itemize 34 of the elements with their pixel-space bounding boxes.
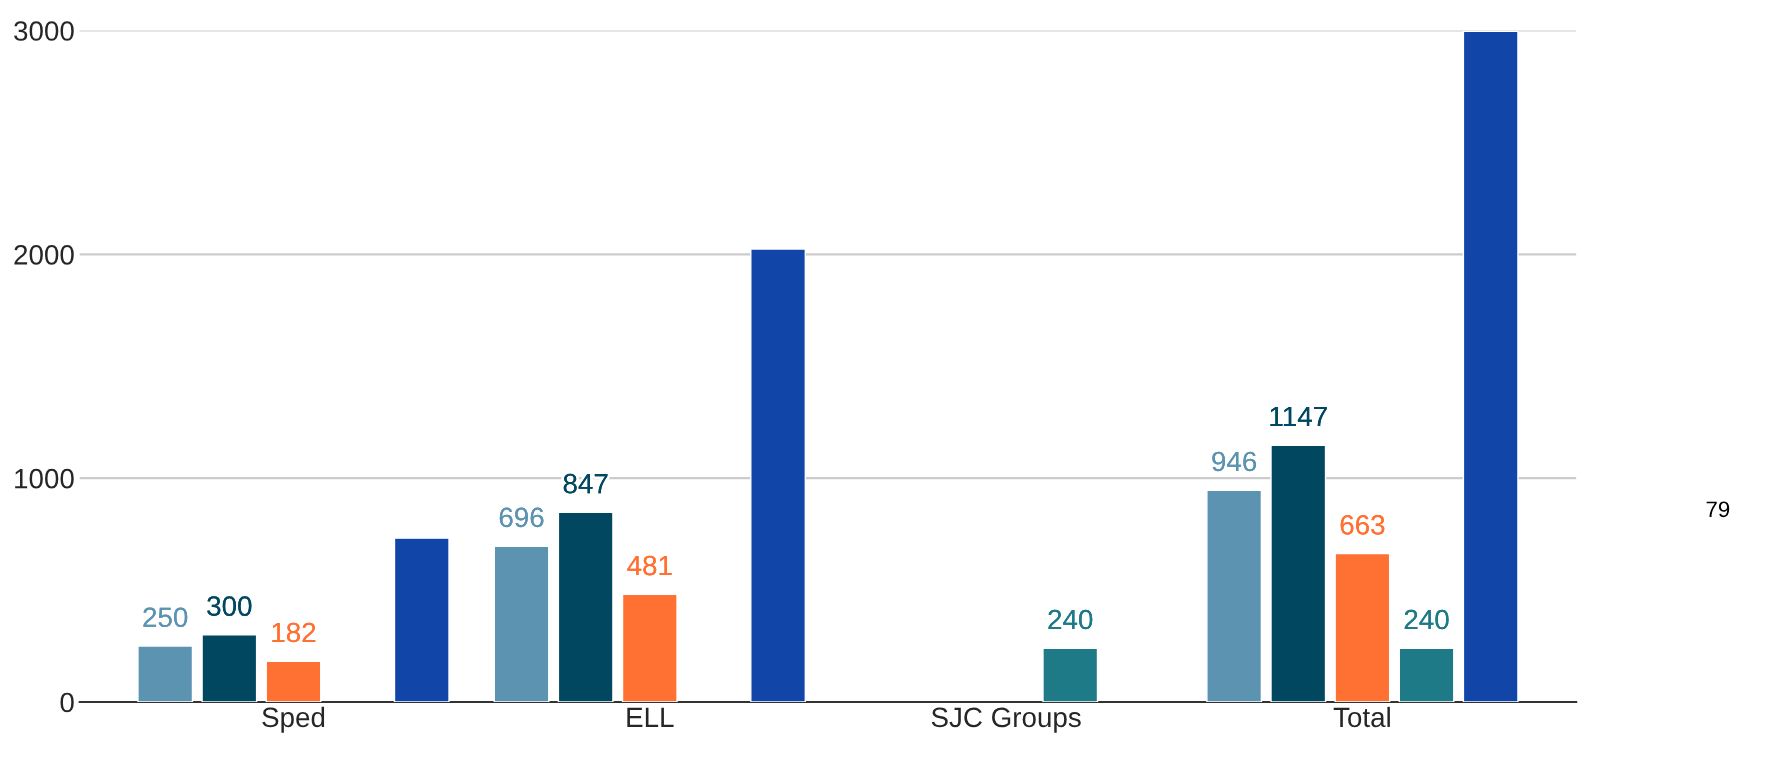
y-tick-label: 1000 bbox=[15, 468, 74, 489]
bar bbox=[1042, 647, 1099, 702]
bar bbox=[393, 537, 450, 702]
data-label: 696 bbox=[499, 507, 544, 528]
y-tick-label: 0 bbox=[60, 692, 74, 713]
data-label: 1147 bbox=[1270, 406, 1327, 427]
x-tick-label: ELL bbox=[627, 707, 674, 727]
y-tick-label: 2000 bbox=[14, 245, 74, 265]
data-label: 481 bbox=[627, 555, 672, 576]
x-tick-label: SJC Groups bbox=[931, 707, 1081, 733]
data-label: 946 bbox=[1212, 451, 1257, 472]
bar bbox=[1334, 552, 1391, 702]
bar bbox=[621, 593, 678, 702]
x-tick-label: Total bbox=[1333, 706, 1390, 728]
data-label: 182 bbox=[272, 622, 316, 643]
data-label: 847 bbox=[563, 473, 608, 494]
bar bbox=[493, 545, 550, 702]
text: 79 bbox=[1706, 501, 1730, 518]
bar bbox=[265, 660, 322, 702]
data-label: 240 bbox=[1404, 609, 1449, 630]
bar bbox=[1462, 30, 1519, 702]
data-label: 240 bbox=[1048, 609, 1093, 630]
bar bbox=[137, 645, 194, 702]
data-label: 250 bbox=[143, 607, 188, 628]
bar bbox=[557, 511, 614, 702]
x-tick-label: Sped bbox=[262, 706, 325, 733]
bar bbox=[1270, 444, 1327, 702]
data-label: 663 bbox=[1340, 514, 1385, 535]
bar bbox=[1206, 489, 1263, 702]
data-label: 300 bbox=[207, 596, 252, 616]
bar bbox=[750, 248, 807, 702]
bar bbox=[1398, 647, 1455, 702]
bar bbox=[201, 634, 258, 702]
y-tick-label: 3000 bbox=[14, 21, 74, 41]
